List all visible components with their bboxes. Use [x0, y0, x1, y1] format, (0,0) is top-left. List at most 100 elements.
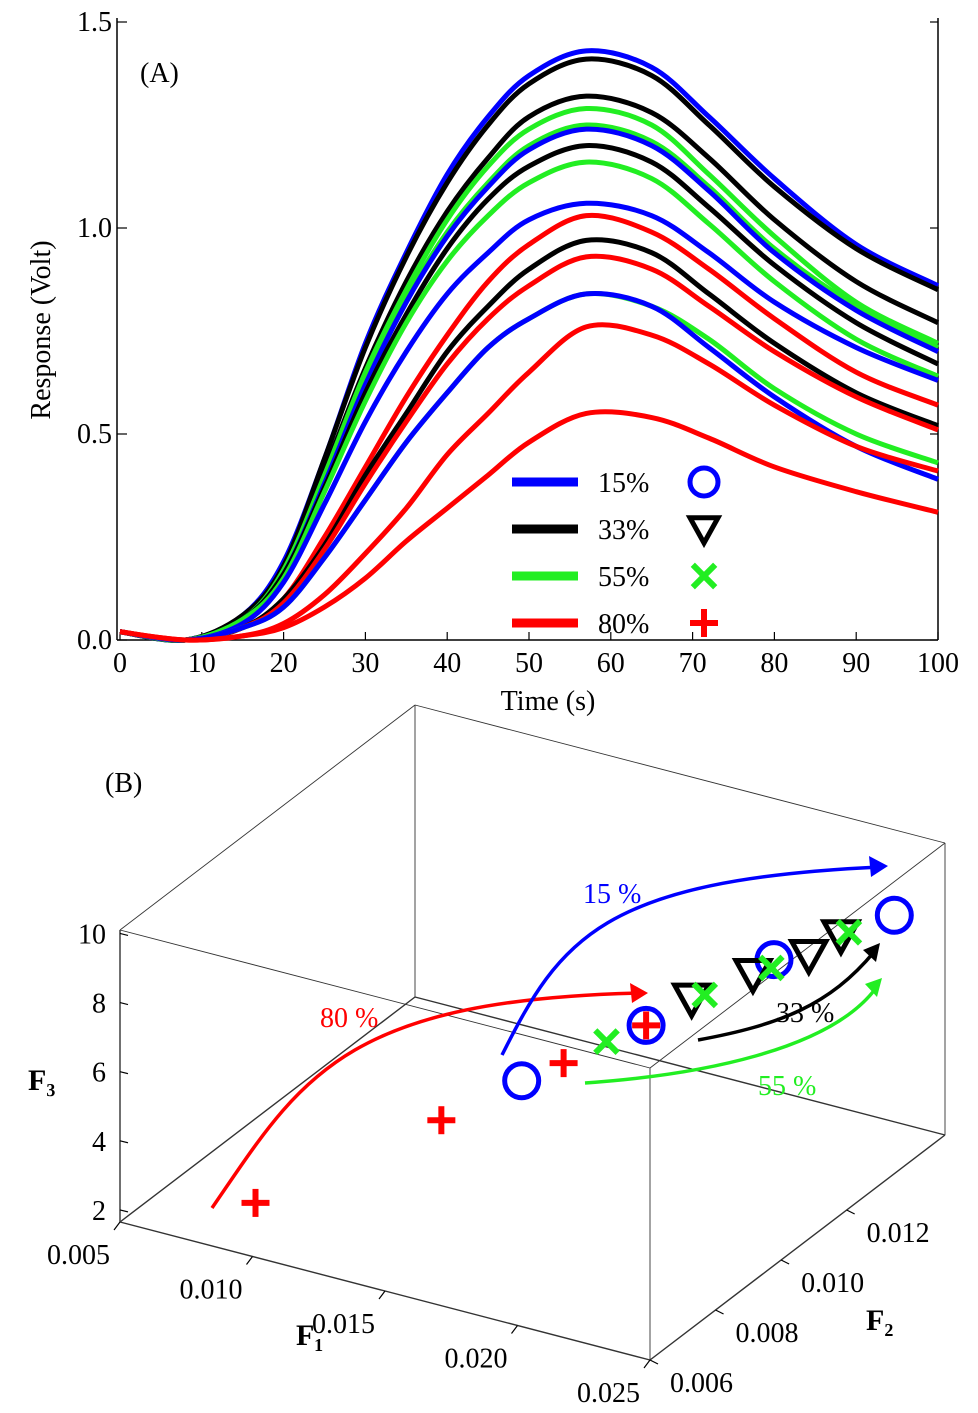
- f1-tick: [643, 1359, 651, 1369]
- box-edge: [119, 704, 416, 931]
- legend-label: 80%: [598, 609, 649, 640]
- arrowhead-55: [865, 978, 882, 997]
- x-marker-stroke: [835, 918, 863, 946]
- box-edge: [414, 996, 946, 1136]
- annotation-80: 80 %: [320, 1003, 378, 1034]
- f3-tick: [119, 1209, 129, 1213]
- f2-tick-label: 0.010: [801, 1268, 864, 1299]
- f1-tick-label: 0.025: [577, 1378, 640, 1409]
- x-tick-label: 60: [597, 648, 625, 679]
- x-tick-label: 10: [188, 648, 216, 679]
- plus-icon: [690, 609, 718, 637]
- y-tick-label: 0.5: [77, 419, 112, 450]
- x-tick-label: 40: [433, 648, 461, 679]
- f3-tick-label: 10: [78, 919, 106, 950]
- arrow-33: [697, 950, 876, 1042]
- x-tick-label: 70: [679, 648, 707, 679]
- panel-a: 0 10 20 30 40 50 60 70 80 90 100 0.0 0.5 1.0 1.5 15% 33…: [26, 7, 959, 717]
- box-edge: [119, 996, 416, 1223]
- panel-a-series: [119, 48, 940, 643]
- x-marker-stroke: [593, 1028, 620, 1055]
- f2-tick: [715, 1309, 724, 1315]
- point-triangle-down-33pct: [787, 938, 831, 978]
- x-marker-stroke: [690, 562, 718, 590]
- series-line-15pct: [119, 200, 939, 643]
- y-tick-label: 1.0: [77, 213, 112, 244]
- series-line-15pct: [119, 126, 940, 643]
- f1-tick: [113, 1221, 121, 1231]
- y-tick-label: 1.5: [77, 7, 112, 38]
- x-icon: [690, 562, 718, 590]
- f2-tick-label: 0.012: [867, 1218, 930, 1249]
- series-line-80pct: [119, 409, 939, 643]
- legend-entry: 80%: [512, 609, 718, 640]
- series-line-55pct: [119, 159, 940, 643]
- f3-tick: [119, 932, 129, 937]
- panel-a-legend: 15% 33% 55% 80%: [512, 465, 723, 640]
- f1-tick: [378, 1290, 386, 1300]
- x-marker-stroke: [691, 981, 719, 1009]
- legend-entry: 55%: [512, 562, 718, 593]
- annotation-33: 33 %: [776, 998, 834, 1029]
- box-edge: [649, 1134, 946, 1361]
- arrowhead-33: [863, 943, 880, 962]
- circle-marker: [626, 1005, 666, 1045]
- triangle-down-icon: [685, 515, 723, 549]
- f3-tick: [119, 1071, 129, 1075]
- circle-marker: [874, 895, 914, 935]
- annotation-15: 15 %: [583, 879, 641, 910]
- legend-label: 33%: [598, 515, 649, 546]
- f3-tick-label: 8: [92, 989, 106, 1020]
- point-circle-15pct: [502, 1061, 542, 1101]
- arrow-15: [500, 865, 881, 1056]
- point-plus-80pct: [632, 1011, 661, 1040]
- panel-b-annotations: 15 % 80 % 33 % 55 %: [210, 856, 888, 1209]
- point-circle-15pct: [874, 895, 914, 935]
- legend-entry: 33%: [512, 515, 723, 549]
- circle-icon: [687, 465, 721, 499]
- f1-axis-label: F₁: [296, 1319, 323, 1352]
- circle-marker: [502, 1061, 542, 1101]
- f1-tick-label: 0.015: [312, 1309, 375, 1340]
- point-x-55pct: [593, 1028, 620, 1055]
- f3-tick-label: 2: [92, 1196, 106, 1227]
- point-x-55pct: [758, 954, 785, 982]
- f2-tick-label: 0.008: [736, 1318, 799, 1349]
- f2-tick-label: 0.006: [670, 1368, 733, 1399]
- point-x-55pct: [691, 981, 719, 1009]
- f3-tick: [119, 1140, 129, 1144]
- panel-b-label: (B): [105, 768, 142, 799]
- panel-a-label: (A): [140, 58, 179, 89]
- f2-tick: [649, 1359, 659, 1365]
- series-line-15pct: [119, 291, 939, 643]
- legend-entry: 15%: [512, 465, 721, 499]
- arrow-80: [210, 991, 641, 1209]
- f3-tick: [119, 1001, 129, 1006]
- point-x-55pct: [835, 918, 863, 946]
- f3-tick-label: 6: [92, 1058, 106, 1089]
- x-tick-label: 20: [270, 648, 298, 679]
- arrowhead-80: [630, 983, 648, 1003]
- point-circle-15pct: [626, 1005, 666, 1045]
- box-edge: [414, 704, 946, 844]
- f2-tick: [846, 1209, 855, 1215]
- f3-axis-label: F₃: [28, 1064, 55, 1097]
- x-tick-label: 80: [760, 648, 788, 679]
- arrow-55: [584, 986, 878, 1085]
- f3-tick-label: 4: [92, 1127, 106, 1158]
- point-plus-80pct: [549, 1049, 578, 1078]
- f1-tick-label: 0.020: [445, 1344, 508, 1375]
- x-axis-label: Time (s): [501, 686, 596, 717]
- x-tick-label: 100: [917, 648, 959, 679]
- series-line-55pct: [119, 122, 940, 643]
- x-tick-label: 0: [113, 648, 127, 679]
- f2-tick: [780, 1259, 790, 1265]
- f1-tick-label: 0.005: [47, 1240, 110, 1271]
- f2-axis-label: F₂: [866, 1304, 893, 1337]
- f1-tick-label: 0.010: [180, 1275, 243, 1306]
- legend-label: 15%: [598, 468, 649, 499]
- point-plus-80pct: [427, 1106, 456, 1135]
